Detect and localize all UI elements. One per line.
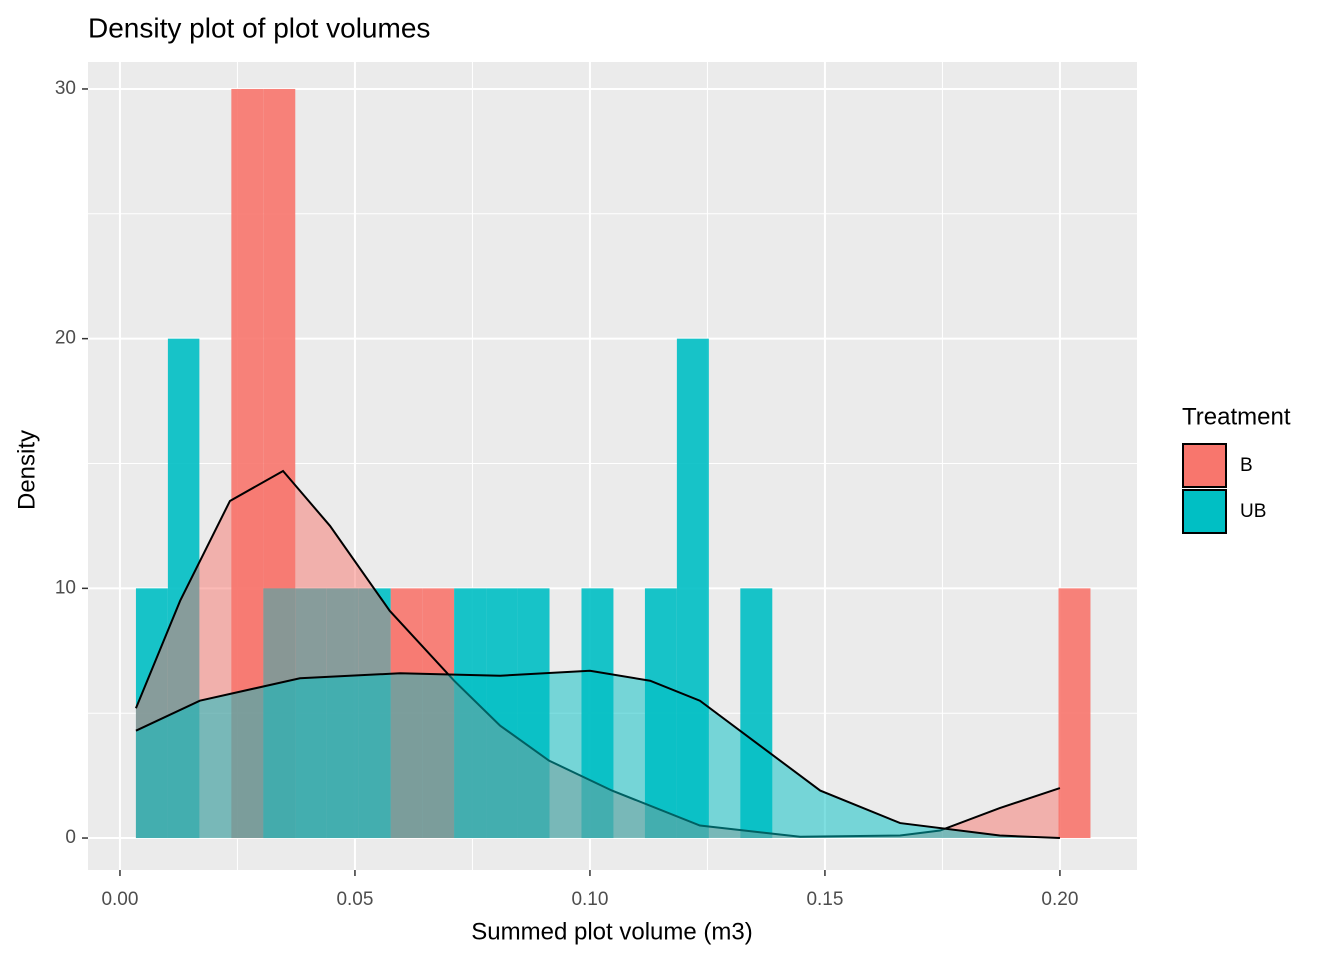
y-tick-label: 10 bbox=[55, 577, 76, 598]
histogram-bar bbox=[1058, 588, 1091, 839]
legend-title: Treatment bbox=[1182, 403, 1291, 430]
x-tick-label: 0.00 bbox=[101, 889, 138, 910]
y-tick-label: 20 bbox=[55, 328, 76, 349]
legend-key bbox=[1182, 489, 1227, 534]
x-tick-label: 0.20 bbox=[1041, 889, 1078, 910]
legend-label: B bbox=[1240, 455, 1253, 476]
y-tick-label: 30 bbox=[55, 78, 76, 99]
x-axis-label: Summed plot volume (m3) bbox=[471, 918, 752, 945]
x-tick-label: 0.10 bbox=[571, 889, 608, 910]
legend-label: UB bbox=[1240, 501, 1266, 522]
x-tick-label: 0.05 bbox=[336, 889, 373, 910]
legend-key bbox=[1182, 443, 1227, 488]
density-line bbox=[135, 669, 1060, 840]
density-area bbox=[135, 670, 1060, 839]
y-tick-label: 0 bbox=[65, 827, 76, 848]
y-axis-label: Density bbox=[13, 430, 40, 510]
chart-title: Density plot of plot volumes bbox=[88, 12, 430, 43]
x-tick-label: 0.15 bbox=[806, 889, 843, 910]
